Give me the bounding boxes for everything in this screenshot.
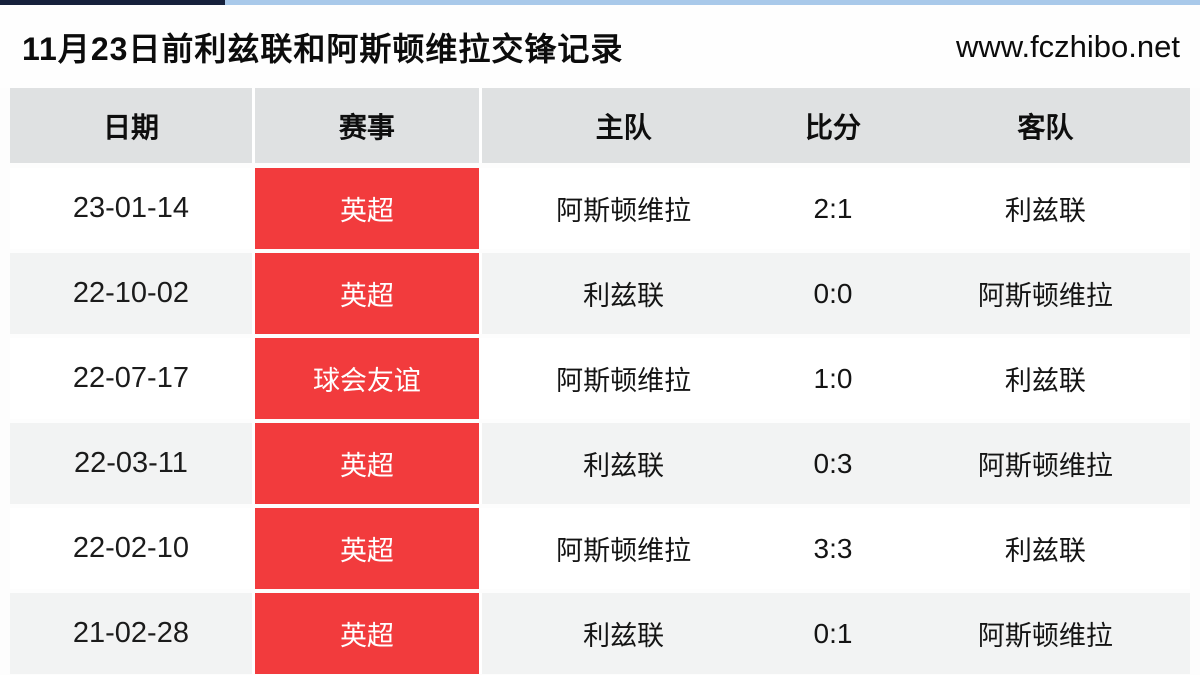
home-team: 利兹联 — [583, 281, 665, 311]
match-date: 21-02-28 — [72, 617, 189, 649]
match-date: 22-03-11 — [73, 447, 188, 479]
match-date: 22-07-17 — [72, 362, 189, 394]
away-team: 利兹联 — [1004, 366, 1086, 396]
match-date: 22-10-02 — [72, 277, 189, 309]
column-header-score: 比分 — [805, 111, 862, 143]
match-date: 22-02-10 — [72, 532, 189, 564]
table-header-row: 日期 赛事 主队 比分 客队 — [10, 88, 1190, 163]
top-strip-blue-segment — [225, 0, 1200, 5]
home-team: 阿斯顿维拉 — [556, 536, 692, 566]
column-header-competition: 赛事 — [251, 88, 482, 163]
match-score: 0:1 — [813, 617, 853, 649]
match-row: 22-03-11 英超 利兹联 0:3 阿斯顿维拉 — [10, 423, 1190, 504]
home-team: 阿斯顿维拉 — [556, 196, 692, 226]
table-body: 23-01-14 英超 阿斯顿维拉 2:1 利兹联 22-10-02 英超 利兹… — [10, 168, 1190, 674]
home-team: 阿斯顿维拉 — [556, 366, 692, 396]
match-score: 1:0 — [813, 362, 853, 394]
match-row: 22-02-10 英超 阿斯顿维拉 3:3 利兹联 — [10, 508, 1190, 589]
column-header-home-team: 主队 — [595, 111, 652, 143]
match-row: 23-01-14 英超 阿斯顿维拉 2:1 利兹联 — [10, 168, 1190, 249]
match-date: 23-01-14 — [72, 192, 189, 224]
browser-edge-decoration — [0, 0, 1200, 5]
match-score: 2:1 — [813, 192, 853, 224]
match-competition-badge: 英超 — [251, 508, 482, 589]
title-bar: 11月23日前利兹联和阿斯顿维拉交锋记录 www.fczhibo.net — [0, 5, 1200, 88]
match-row: 22-10-02 英超 利兹联 0:0 阿斯顿维拉 — [10, 253, 1190, 334]
match-score: 0:3 — [813, 447, 853, 479]
home-team: 利兹联 — [583, 451, 665, 481]
match-competition-badge: 英超 — [251, 423, 482, 504]
head-to-head-table: 日期 赛事 主队 比分 客队 23-01-14 英超 阿斯顿维拉 2:1 利兹联… — [0, 88, 1200, 674]
match-score: 0:0 — [813, 277, 853, 309]
match-row: 22-07-17 球会友谊 阿斯顿维拉 1:0 利兹联 — [10, 338, 1190, 419]
column-header-date: 日期 — [102, 111, 159, 143]
page-title: 11月23日前利兹联和阿斯顿维拉交锋记录 — [22, 30, 624, 67]
match-competition-badge: 英超 — [251, 168, 482, 249]
away-team: 阿斯顿维拉 — [977, 281, 1113, 311]
match-competition-badge: 英超 — [251, 253, 482, 334]
match-competition-badge: 球会友谊 — [251, 338, 482, 419]
away-team: 阿斯顿维拉 — [977, 621, 1113, 651]
away-team: 利兹联 — [1004, 536, 1086, 566]
away-team: 利兹联 — [1004, 196, 1086, 226]
match-score: 3:3 — [813, 532, 853, 564]
match-competition-badge: 英超 — [251, 593, 482, 674]
match-row: 21-02-28 英超 利兹联 0:1 阿斯顿维拉 — [10, 593, 1190, 674]
top-strip-navy-segment — [0, 0, 225, 5]
site-url: www.fczhibo.net — [956, 28, 1180, 64]
column-header-away-team: 客队 — [1017, 111, 1074, 143]
home-team: 利兹联 — [583, 621, 665, 651]
away-team: 阿斯顿维拉 — [977, 451, 1113, 481]
